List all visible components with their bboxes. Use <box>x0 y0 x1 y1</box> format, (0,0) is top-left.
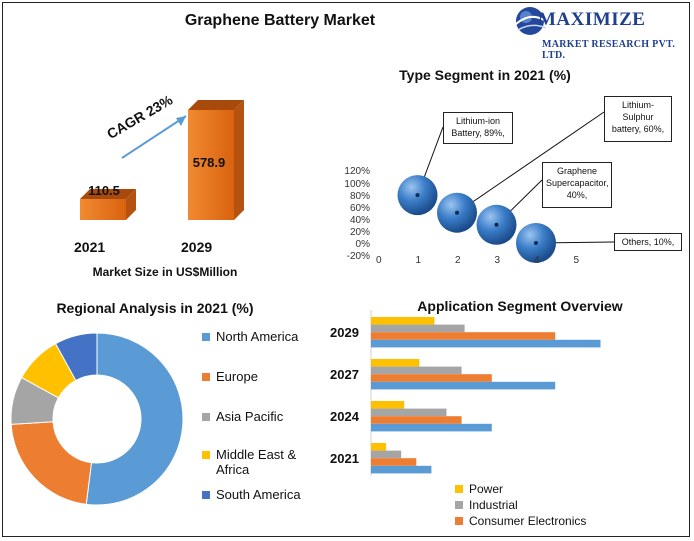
x-tick-label: 1 <box>415 255 422 266</box>
legend-item-industrial: Industrial <box>455 497 586 513</box>
bar-side-2021 <box>126 189 136 220</box>
x-tick-label: 0 <box>376 255 382 266</box>
callout-others: Others, 10%, <box>614 233 682 251</box>
bar-side-2029 <box>234 100 244 220</box>
page-title: Graphene Battery Market <box>184 12 376 29</box>
bar-top-2021 <box>80 189 136 200</box>
legend-item-mea: Middle East & Africa <box>202 447 298 487</box>
year-label-2021: 2021 <box>74 239 106 255</box>
app-bar <box>371 416 462 424</box>
sphere-center <box>415 193 420 198</box>
legend-swatch <box>455 517 463 525</box>
x-tick-label: 4 <box>534 255 540 266</box>
app-bar <box>371 443 387 451</box>
cagr-arrow-head <box>176 116 186 126</box>
app-bar <box>371 423 492 432</box>
app-category-2021: 2021 <box>330 451 359 466</box>
y-tick-label: 100% <box>344 178 370 190</box>
app-bar <box>371 366 462 375</box>
logo-name: MAXIMIZE <box>538 9 646 30</box>
bar-2021 <box>80 199 126 220</box>
regional-legend: North America Europe Asia Pacific Middle… <box>202 329 322 509</box>
logo-subtitle: MARKET RESEARCH PVT. LTD. <box>542 39 676 61</box>
legend-swatch <box>202 413 210 421</box>
regional-title: Regional Analysis in 2021 (%) <box>56 300 254 316</box>
sphere-center <box>494 222 499 227</box>
app-bar <box>371 465 432 474</box>
bar-value-2029: 578.9 <box>192 155 226 170</box>
legend-swatch <box>202 333 210 341</box>
donut-slice <box>85 332 184 506</box>
bar-top-2029 <box>188 100 244 110</box>
app-bar <box>371 359 420 367</box>
app-bar <box>371 374 492 382</box>
callout-leader <box>456 111 605 214</box>
y-tick-label: 20% <box>349 226 370 238</box>
app-bar <box>371 339 601 348</box>
legend-swatch <box>202 373 210 381</box>
app-bar <box>371 324 465 333</box>
app-bar <box>371 450 402 459</box>
legend-item-south-america: South America <box>202 487 322 509</box>
callout-graphene-supercapacitor: Graphene Supercapacitor, 40%, <box>542 162 612 208</box>
legend-item-consumer-electronics: Consumer Electronics <box>455 513 586 529</box>
type-segment-title: Type Segment in 2021 (%) <box>399 67 571 83</box>
legend-item-asia-pacific: Asia Pacific <box>202 409 322 447</box>
application-legend: Power Industrial Consumer Electronics <box>455 481 586 529</box>
bar-value-2021: 110.5 <box>88 183 120 198</box>
app-category-2024: 2024 <box>330 409 359 424</box>
app-bar <box>371 332 556 340</box>
x-tick-label: 2 <box>455 255 461 266</box>
y-tick-label: 0% <box>355 239 370 250</box>
legend-swatch <box>202 451 210 459</box>
legend-item-europe: Europe <box>202 369 322 409</box>
app-bar <box>371 458 417 466</box>
app-bar <box>371 381 556 390</box>
sphere-center <box>455 210 459 215</box>
market-axis-label: Market Size in US$Million <box>92 265 238 279</box>
sphere-center <box>534 240 538 245</box>
legend-swatch <box>202 491 210 499</box>
legend-swatch <box>455 501 463 509</box>
app-bar <box>371 401 405 409</box>
donut-slice <box>54 332 98 382</box>
y-tick-label: 60% <box>349 202 370 214</box>
x-tick-label: 3 <box>494 255 501 266</box>
application-title: Application Segment Overview <box>417 298 623 314</box>
globe-icon <box>515 7 547 35</box>
callout-lithium-sulphur: Lithium-Sulphur battery, 60%, <box>604 96 672 142</box>
cagr-arrow <box>121 115 187 159</box>
app-bar <box>371 408 447 417</box>
app-category-2029: 2029 <box>330 325 359 340</box>
callout-lithium-ion: Lithium-ion Battery, 89%, <box>443 112 513 144</box>
app-bar <box>371 317 435 325</box>
y-tick-label: -20% <box>346 251 370 263</box>
year-label-2029: 2029 <box>181 239 213 255</box>
x-tick-label: 5 <box>573 255 580 266</box>
legend-swatch <box>455 485 463 493</box>
app-category-2027: 2027 <box>330 367 359 382</box>
y-tick-label: 120% <box>344 166 370 178</box>
y-tick-label: 80% <box>349 190 370 202</box>
y-tick-label: 40% <box>349 214 370 226</box>
legend-item-north-america: North America <box>202 329 322 369</box>
legend-item-power: Power <box>455 481 586 497</box>
bar-2029 <box>188 110 234 220</box>
